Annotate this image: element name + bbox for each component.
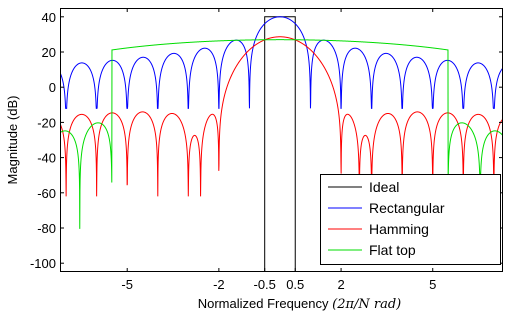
legend-entry: Hamming (369, 221, 429, 237)
series-layer (60, 16, 503, 272)
y-tick-label: 20 (42, 45, 56, 60)
x-axis-label-text: Normalized Frequency (198, 296, 329, 311)
legend-entry: Rectangular (369, 200, 445, 216)
tick-label-layer: -5 -2 -0.5 0.5 2 5 40 20 0 -20 -40 -60 -80 -100 (30, 10, 436, 292)
series-line-flat-top (60, 39, 503, 260)
x-axis-label: Normalized Frequency (2π/N rad) (198, 296, 402, 312)
y-axis-label: Magnitude (dB) (5, 96, 20, 185)
y-tick-label: -40 (37, 151, 56, 166)
series-line-rectangular (60, 16, 503, 109)
y-tick-label: -80 (37, 221, 56, 236)
x-tick-label: 2 (337, 277, 344, 292)
y-tick-label: -100 (30, 256, 56, 271)
y-tick-label: 0 (49, 80, 56, 95)
y-tick-label: 40 (42, 10, 56, 25)
x-tick-label: -2 (213, 277, 225, 292)
x-tick-label: -0.5 (253, 277, 275, 292)
x-axis-label-unit: (2π/N rad) (332, 297, 401, 312)
y-tick-label: -20 (37, 115, 56, 130)
plot-frame (60, 8, 503, 272)
tick-layer (60, 8, 503, 272)
legend-entry: Ideal (369, 179, 399, 195)
x-tick-label: 0.5 (286, 277, 304, 292)
x-tick-label: 5 (429, 277, 436, 292)
x-tick-label: -5 (121, 277, 133, 292)
y-tick-label: -60 (37, 186, 56, 201)
legend-entry: Flat top (369, 242, 416, 258)
legend: Ideal Rectangular Hamming Flat top (320, 174, 501, 265)
series-line-hamming (60, 36, 503, 197)
